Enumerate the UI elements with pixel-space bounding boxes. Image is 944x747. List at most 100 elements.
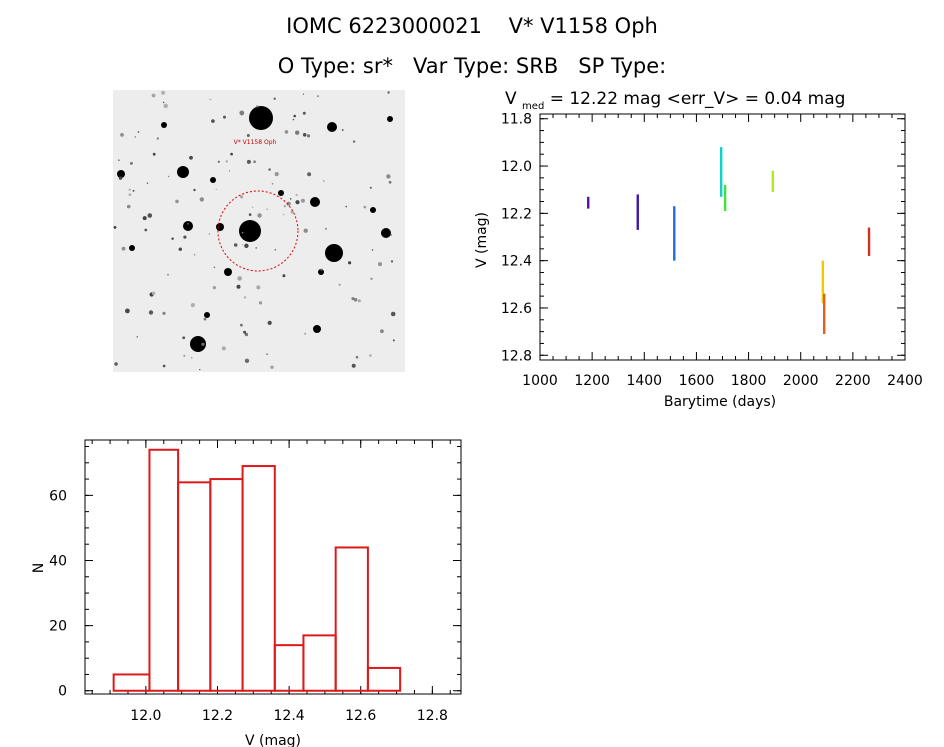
histogram-bar [148, 448, 180, 692]
faint-star [246, 159, 251, 164]
target-circle [217, 190, 299, 272]
faint-star [134, 136, 137, 138]
star [190, 336, 206, 352]
faint-star [132, 189, 135, 192]
star [129, 245, 135, 251]
faint-star [193, 188, 196, 192]
faint-star [193, 253, 196, 256]
faint-star [211, 119, 215, 123]
faint-star [136, 336, 138, 338]
faint-star [167, 273, 169, 276]
faint-star [182, 336, 186, 340]
faint-star [162, 364, 166, 368]
histogram-bar [177, 481, 212, 692]
faint-star [392, 339, 395, 342]
histogram-bar [241, 465, 276, 692]
faint-star [306, 134, 311, 138]
star [239, 220, 261, 242]
faint-star [121, 246, 126, 251]
faint-star [320, 268, 323, 271]
x-tick-label: 1600 [679, 373, 715, 389]
y-tick-label: 12.2 [501, 206, 532, 222]
faint-star [357, 299, 361, 303]
faint-star [175, 199, 179, 204]
faint-star [215, 188, 217, 190]
faint-star [282, 274, 286, 278]
x-tick-label: 1400 [626, 373, 662, 389]
lightcurve-points [587, 147, 871, 334]
star [325, 244, 343, 262]
faint-star [258, 301, 263, 305]
lightcurve-axes: 1000 1200 1400 1600 1800 2000 2200 2400 11.8 12.0… [501, 112, 923, 389]
faint-star [128, 188, 131, 191]
data-point-group [719, 147, 723, 197]
faint-star [338, 283, 341, 286]
faint-star [267, 320, 272, 325]
x-tick-label: 2400 [887, 373, 923, 389]
x-tick-label: 1200 [574, 373, 610, 389]
faint-star [225, 160, 228, 163]
faint-star [369, 186, 372, 189]
faint-star [203, 317, 207, 321]
faint-star [386, 174, 391, 179]
faint-star [230, 152, 233, 156]
x-tick-label: 12.2 [202, 708, 233, 724]
faint-star [244, 332, 249, 337]
faint-star [324, 227, 327, 230]
faint-star [363, 205, 367, 209]
histogram-axes: 12.0 12.2 12.4 12.6 12.8 0 20 40 60 [49, 439, 462, 724]
faint-star [126, 204, 131, 209]
faint-star [113, 226, 117, 229]
histogram-bar [366, 666, 402, 692]
histogram-frame [84, 439, 462, 695]
faint-star [371, 249, 374, 251]
faint-star [244, 358, 250, 363]
faint-star [352, 140, 356, 143]
faint-star [151, 93, 156, 98]
faint-star [168, 175, 170, 178]
faint-star [273, 97, 276, 100]
sky-image-stamp: V* V1158 Oph [103, 90, 413, 372]
y-tick-label: 12.0 [501, 159, 532, 175]
faint-star [148, 310, 154, 315]
y-tick-label: 12.8 [501, 348, 532, 364]
faint-star [289, 198, 292, 200]
data-point-group [673, 206, 676, 261]
faint-star [348, 261, 352, 265]
data-point-group [771, 170, 775, 193]
faint-star [268, 168, 271, 171]
faint-star [183, 354, 186, 357]
faint-star [283, 205, 286, 208]
lightcurve-title-prefix: V [505, 89, 517, 109]
faint-star [129, 161, 133, 165]
faint-star [293, 114, 296, 118]
faint-star [242, 244, 244, 246]
histogram-bar [302, 634, 337, 692]
faint-star [256, 105, 259, 108]
histogram-bar [273, 644, 305, 692]
faint-star [171, 237, 174, 240]
faint-star [125, 308, 130, 314]
star [381, 228, 391, 238]
faint-star [270, 365, 274, 369]
x-tick-label: 12.8 [417, 708, 448, 724]
faint-star [266, 353, 268, 356]
star [318, 269, 324, 275]
faint-star [345, 205, 347, 208]
faint-star [378, 262, 382, 267]
faint-star [120, 133, 124, 137]
chart-title-line2: O Type: sr* Var Type: SRB SP Type: [277, 54, 667, 78]
star [210, 177, 216, 183]
lightcurve-xlabel: Barytime (days) [664, 394, 776, 410]
y-tick-label: 20 [49, 619, 67, 635]
faint-star [137, 131, 140, 133]
faint-star [118, 176, 123, 180]
faint-star [147, 213, 153, 218]
data-point-group [587, 196, 590, 209]
faint-star [243, 330, 247, 334]
star [370, 207, 376, 213]
faint-star [223, 115, 226, 119]
faint-star [353, 297, 358, 302]
faint-star [163, 103, 168, 109]
histogram-bar [334, 546, 369, 692]
